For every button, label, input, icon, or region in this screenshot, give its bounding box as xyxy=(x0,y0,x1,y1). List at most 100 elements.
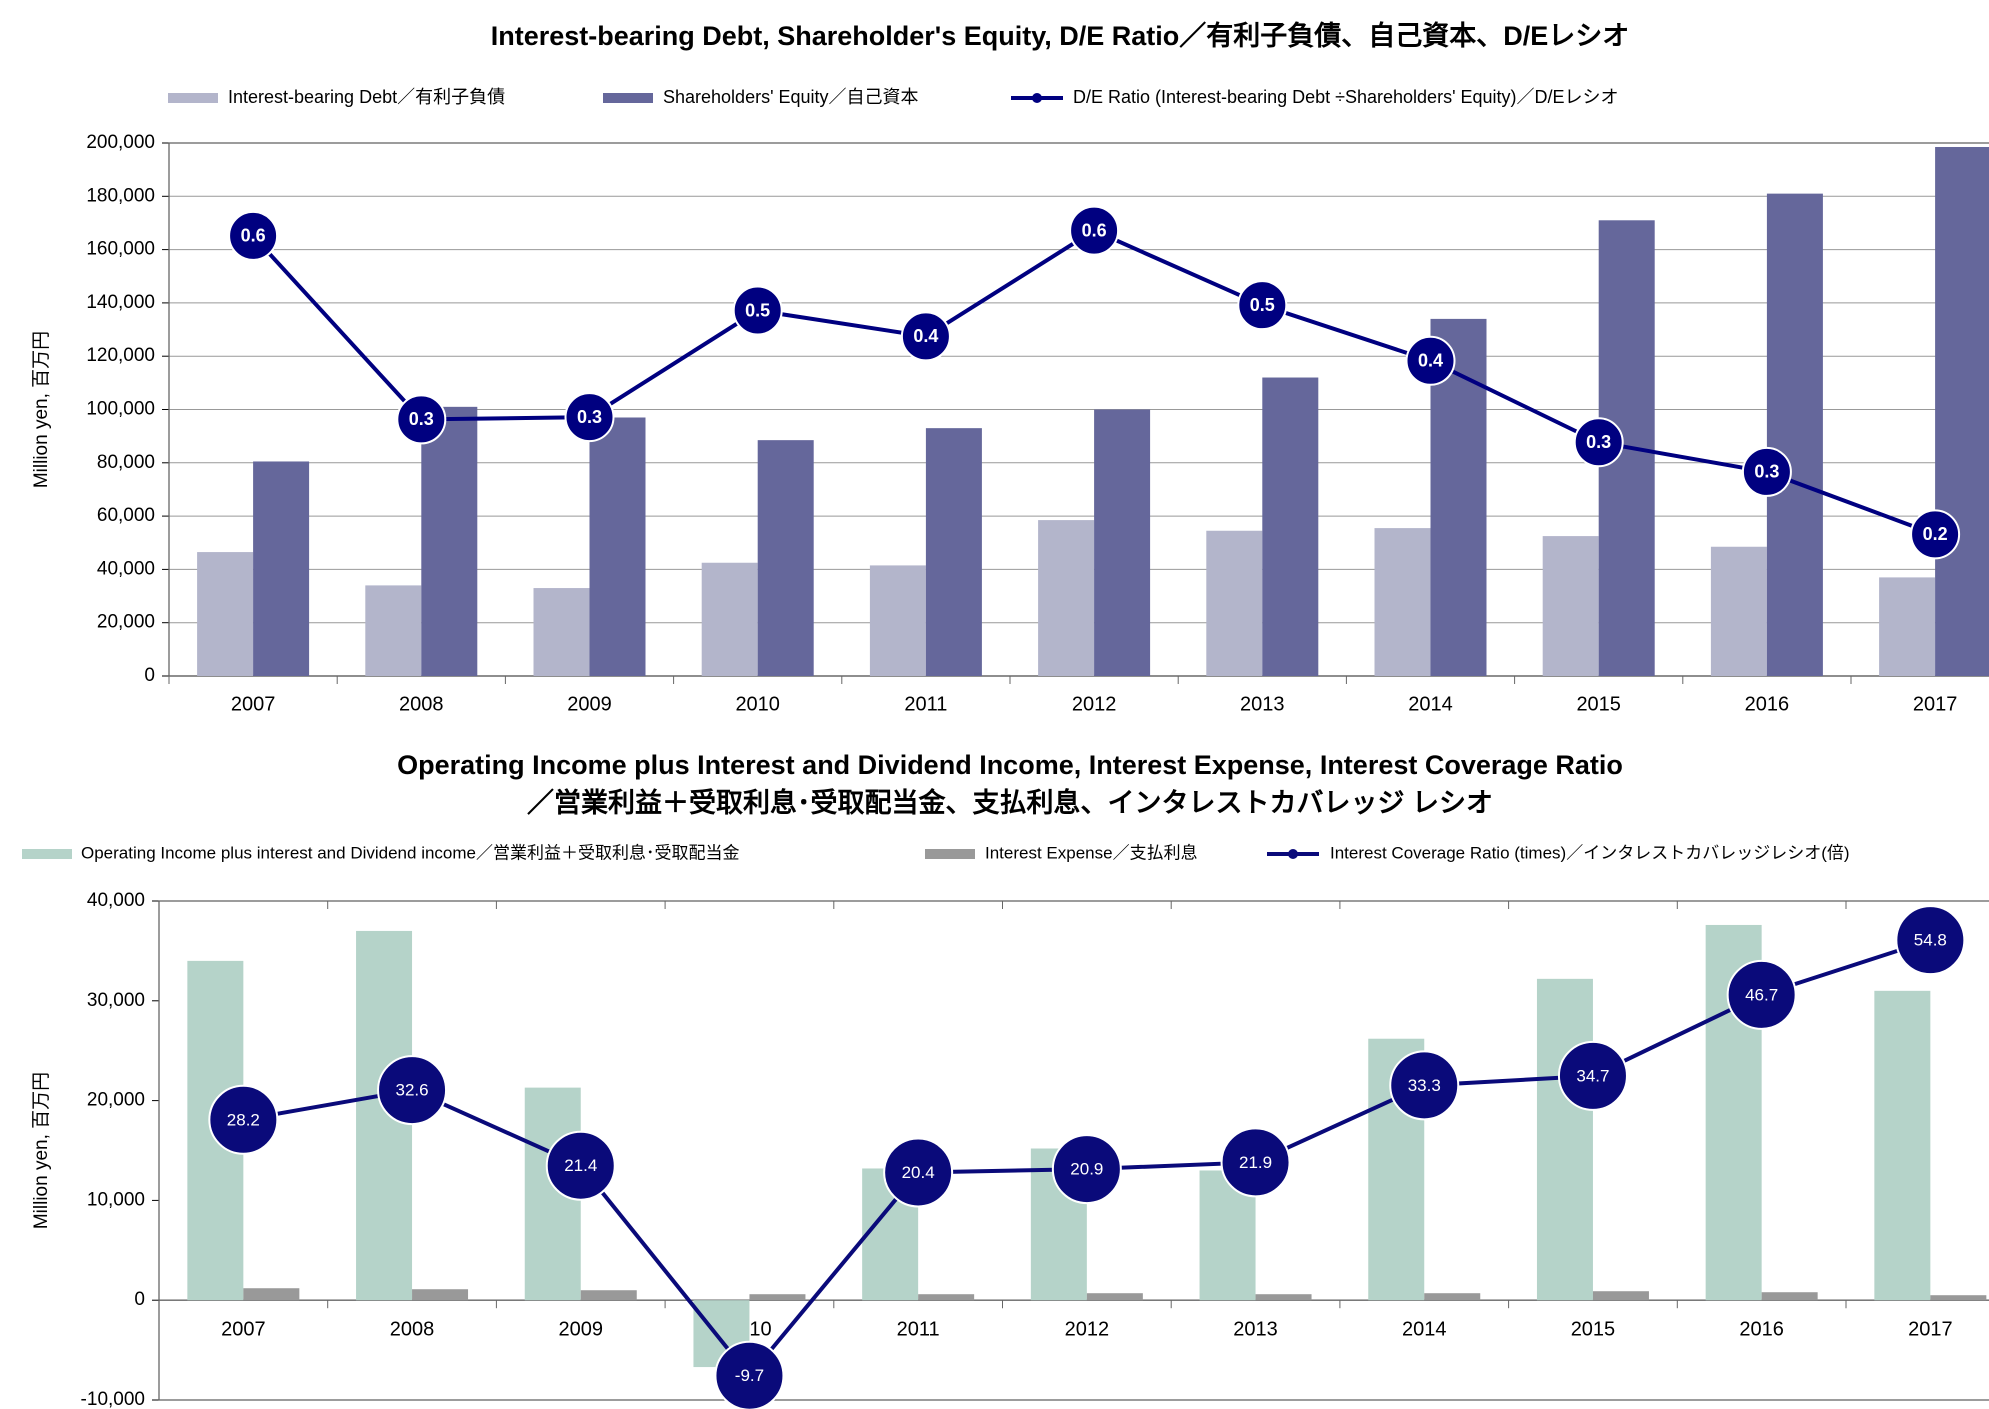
bar xyxy=(243,1288,300,1301)
bar xyxy=(533,588,590,676)
bar xyxy=(749,1294,806,1301)
x-tick-label: 2016 xyxy=(1739,1318,1784,1340)
y-tick-label: 120,000 xyxy=(86,345,155,366)
marker xyxy=(883,1137,954,1208)
bar xyxy=(412,1289,469,1301)
bar xyxy=(1710,546,1767,676)
plot-frame xyxy=(158,900,1989,1401)
data-label: 0.3 xyxy=(1586,432,1611,452)
bar xyxy=(701,562,758,676)
legend-swatch xyxy=(22,849,72,859)
data-label: 0.3 xyxy=(577,407,602,427)
y-tick-label: 10,000 xyxy=(87,1189,145,1210)
data-label: 33.3 xyxy=(1408,1076,1441,1095)
x-tick-label: 2014 xyxy=(1408,693,1453,715)
data-label: 20.9 xyxy=(1070,1160,1103,1179)
chart-title: Operating Income plus Interest and Divid… xyxy=(397,750,1623,780)
y-tick-label: 100,000 xyxy=(86,399,155,420)
bar xyxy=(1930,1295,1987,1301)
bar xyxy=(869,565,926,676)
y-tick-label: 60,000 xyxy=(97,505,155,526)
marker xyxy=(1405,335,1456,386)
y-tick-label: 80,000 xyxy=(97,452,155,473)
bar xyxy=(1766,193,1823,676)
bar xyxy=(253,461,310,676)
marker xyxy=(545,1130,616,1201)
marker xyxy=(732,285,783,336)
marker xyxy=(1069,205,1120,256)
x-tick-label: 2009 xyxy=(567,693,612,715)
marker xyxy=(1726,959,1797,1030)
y-axis-label: Million yen, 百万円 xyxy=(31,1072,52,1229)
x-tick-label: 2007 xyxy=(231,693,276,715)
bar xyxy=(1879,577,1936,676)
legend-label: Interest Coverage Ratio (times)／インタレストカバ… xyxy=(1330,843,1850,862)
data-label: 0.3 xyxy=(1754,462,1779,482)
bar xyxy=(1086,1293,1143,1301)
data-label: 54.8 xyxy=(1914,931,1947,950)
x-tick-label: 2010 xyxy=(735,693,780,715)
x-tick-label: 2016 xyxy=(1745,693,1790,715)
data-label: 21.4 xyxy=(564,1156,597,1175)
x-tick-label: 2015 xyxy=(1571,1318,1616,1340)
legend-swatch xyxy=(1288,849,1298,859)
bar xyxy=(421,406,478,676)
x-tick-label: 2017 xyxy=(1908,1318,1953,1340)
legend-swatch xyxy=(603,93,653,103)
legend-label: Interest Expense／支払利息 xyxy=(985,843,1198,862)
x-tick-label: 2011 xyxy=(897,1318,940,1340)
legend-swatch xyxy=(168,93,218,103)
y-tick-label: 20,000 xyxy=(97,612,155,633)
data-label: 28.2 xyxy=(227,1110,260,1129)
y-tick-label: 0 xyxy=(144,665,155,686)
marker xyxy=(1910,509,1961,560)
x-tick-label: 2009 xyxy=(559,1318,604,1340)
chart-title: Interest-bearing Debt, Shareholder's Equ… xyxy=(491,20,1630,51)
x-tick-label: 2008 xyxy=(390,1318,435,1340)
data-label: 0.4 xyxy=(913,326,938,346)
marker xyxy=(228,210,279,261)
bar xyxy=(1935,146,1989,676)
legend-swatch xyxy=(1032,93,1042,103)
y-axis-label: Million yen, 百万円 xyxy=(31,331,52,488)
x-tick-label: 2007 xyxy=(221,1318,266,1340)
bar xyxy=(365,585,422,676)
y-tick-label: 0 xyxy=(134,1289,145,1310)
y-tick-label: 160,000 xyxy=(86,239,155,260)
data-label: 32.6 xyxy=(396,1081,429,1100)
x-tick-label: 2017 xyxy=(1913,693,1958,715)
y-tick-label: 40,000 xyxy=(97,558,155,579)
data-label: 0.6 xyxy=(1082,220,1107,240)
bar xyxy=(925,428,982,676)
data-label: 34.7 xyxy=(1576,1066,1609,1085)
data-label: 0.5 xyxy=(745,300,770,320)
bar xyxy=(1374,528,1431,676)
y-tick-label: 180,000 xyxy=(86,185,155,206)
marker xyxy=(396,394,447,445)
bar xyxy=(1255,1294,1312,1301)
marker xyxy=(1895,905,1966,976)
bar xyxy=(1542,536,1599,676)
data-label: 21.9 xyxy=(1239,1153,1272,1172)
marker xyxy=(1741,446,1792,497)
marker xyxy=(1573,417,1624,468)
marker xyxy=(1389,1050,1460,1121)
y-tick-label: 20,000 xyxy=(87,1090,145,1111)
legend-label: Shareholders' Equity／自己資本 xyxy=(663,87,919,107)
legend-label: Operating Income plus interest and Divid… xyxy=(81,843,740,862)
x-tick-label: 2012 xyxy=(1065,1318,1110,1340)
x-tick-label: 2011 xyxy=(904,693,947,715)
bar xyxy=(1206,530,1263,676)
data-label: 0.6 xyxy=(241,226,266,246)
bar xyxy=(1874,990,1931,1301)
x-tick-label: 2013 xyxy=(1240,693,1285,715)
y-tick-label: -10,000 xyxy=(81,1389,145,1409)
marker xyxy=(208,1084,279,1155)
bar xyxy=(1038,520,1095,676)
y-tick-label: 140,000 xyxy=(86,292,155,313)
y-tick-label: 200,000 xyxy=(86,132,155,153)
x-tick-label: 2012 xyxy=(1072,693,1117,715)
legend-swatch xyxy=(925,849,975,859)
data-label: 0.3 xyxy=(409,409,434,429)
